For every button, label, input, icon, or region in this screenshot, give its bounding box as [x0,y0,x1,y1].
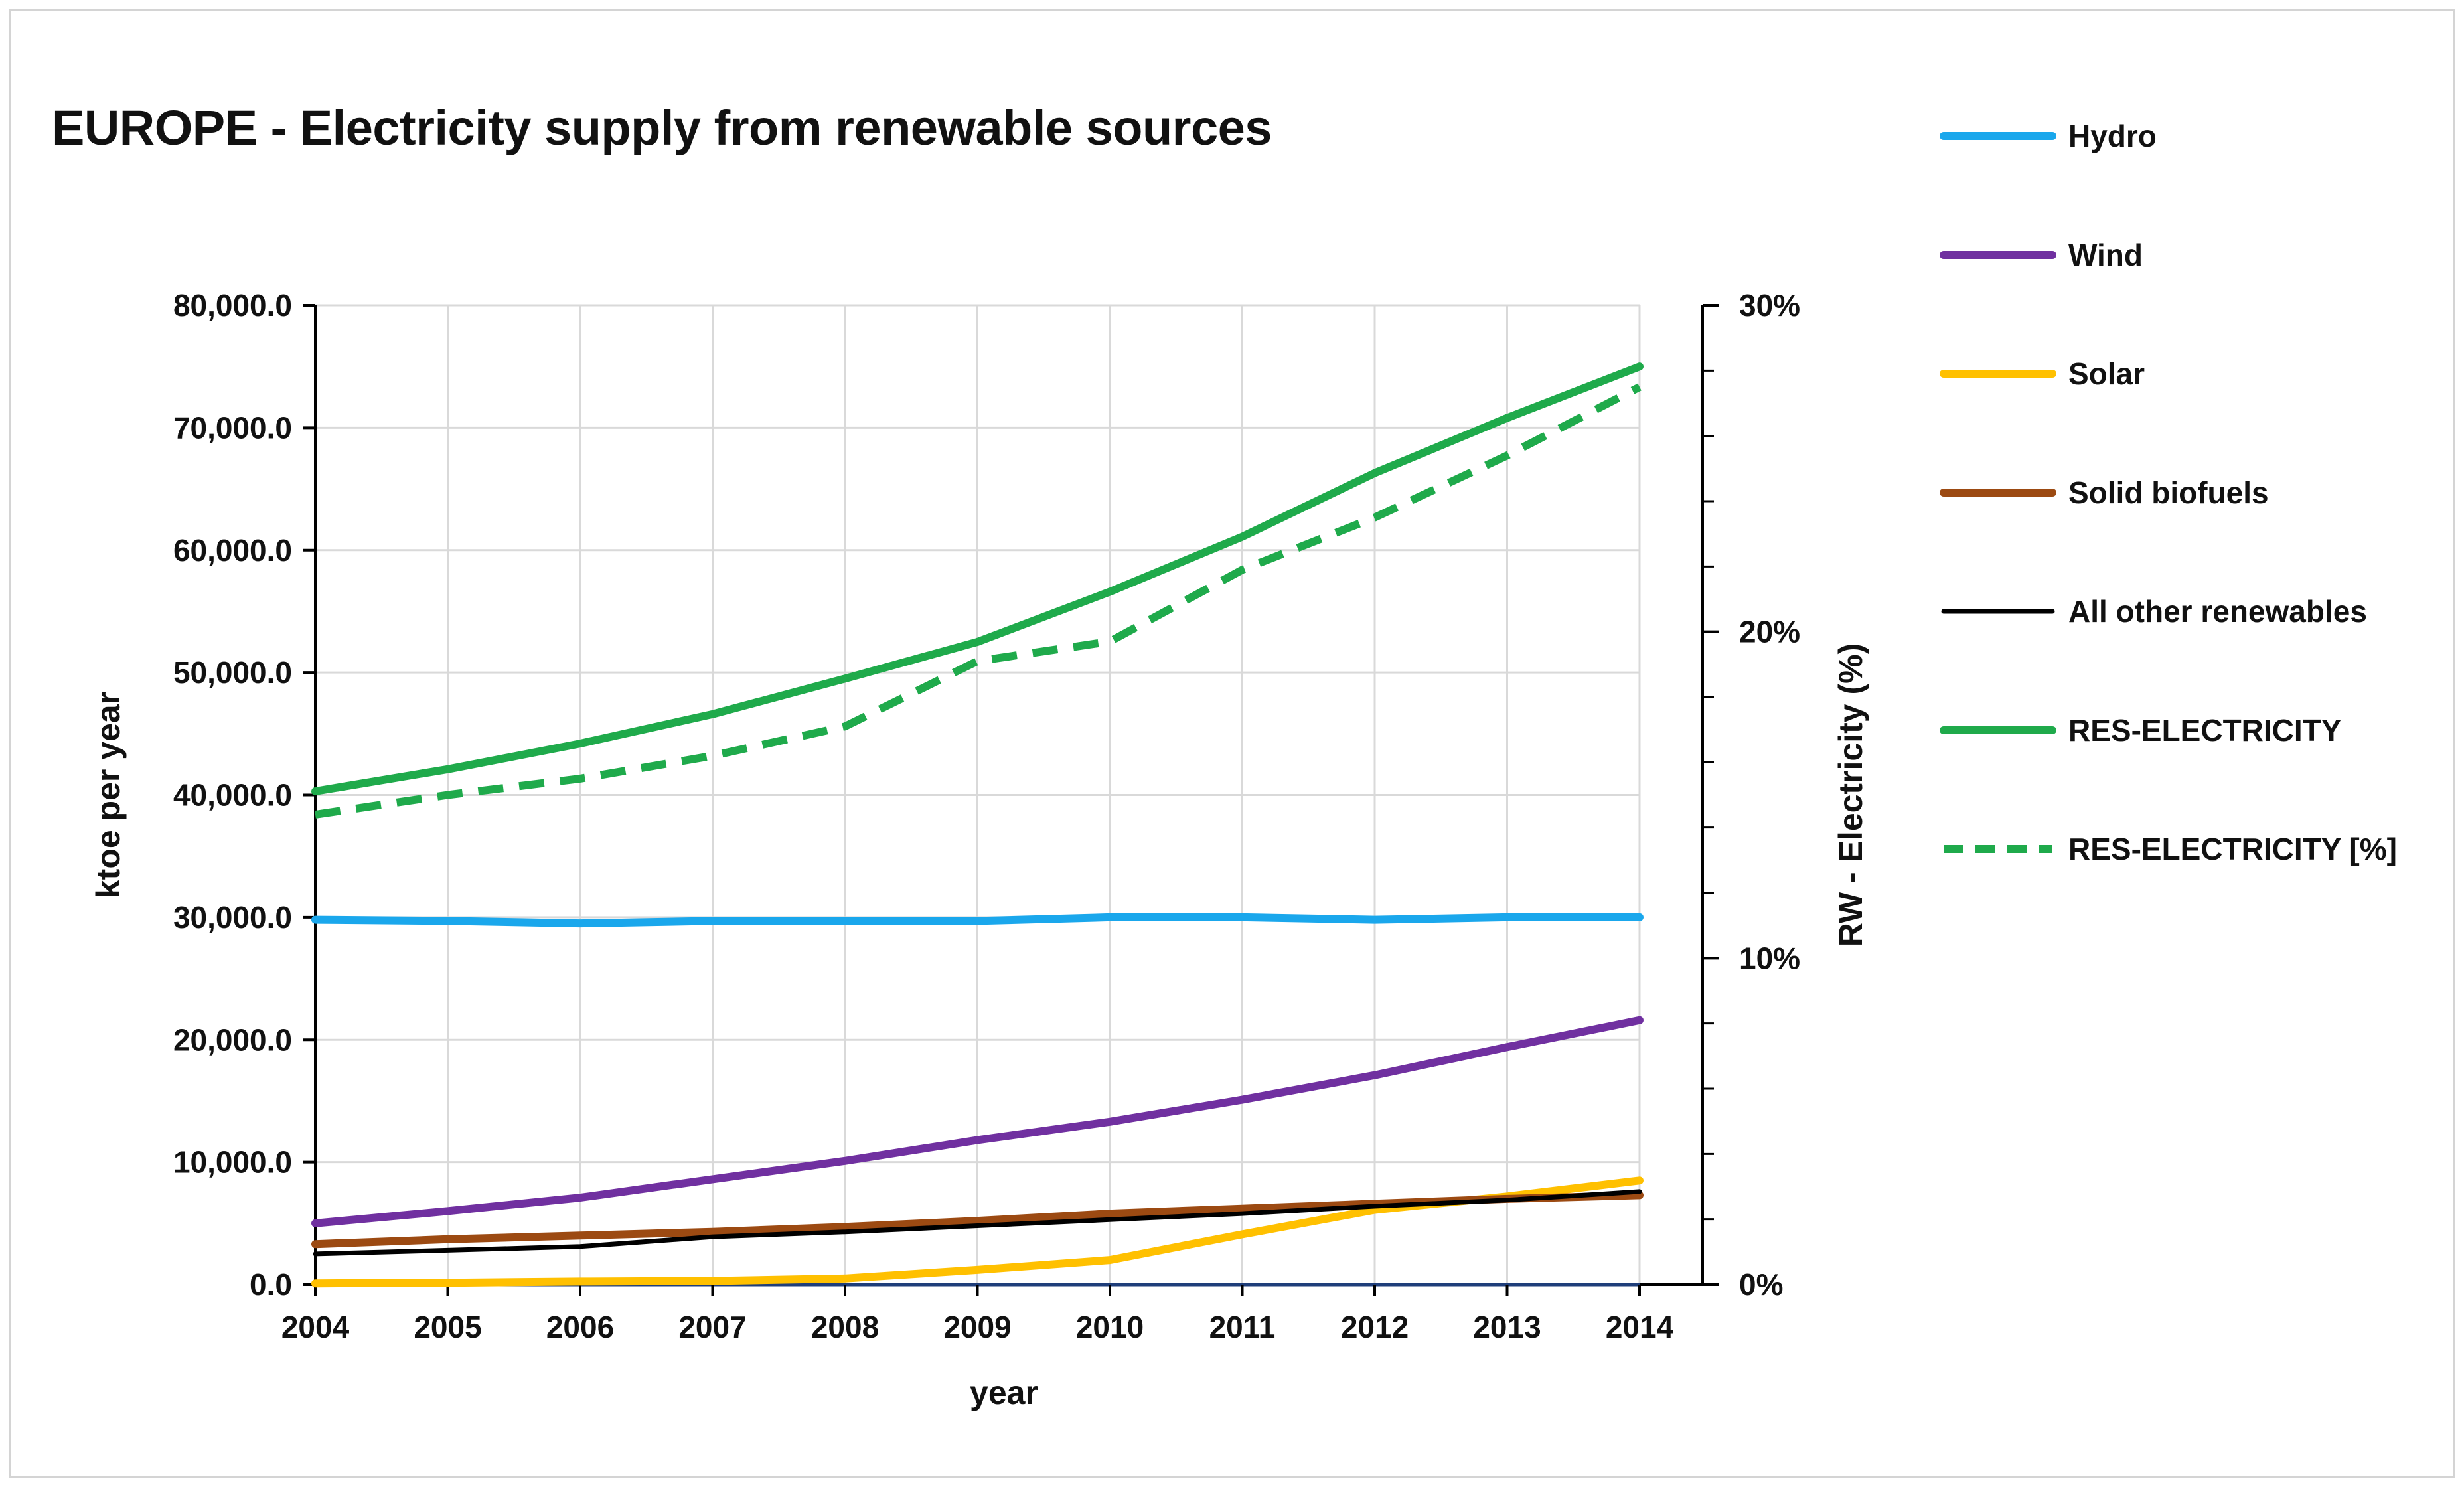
legend-swatch [1940,370,2056,378]
series-line-res-electricity [315,383,1642,819]
series-line-res-electricity [311,362,1644,795]
x-tick-label: 2006 [546,1310,614,1344]
x-tick-label: 2013 [1473,1310,1541,1344]
x-tick-label: 2011 [1209,1310,1276,1344]
legend-swatch [1941,609,2055,614]
legend-label: Wind [2068,238,2143,272]
y2-tick-label: 0% [1739,1267,1783,1302]
y-tick-label: 0.0 [250,1267,292,1302]
y-tick-label: 60,000.0 [173,533,292,568]
legend-item: Solar [1938,351,2145,397]
series-line-wind [311,1016,1644,1227]
x-axis-title: year [970,1374,1038,1411]
legend-item: Solid biofuels [1938,469,2269,516]
x-tick-label: 2009 [943,1310,1011,1344]
legend-swatch [1940,489,2056,497]
legend-swatch [1940,251,2056,259]
y-tick-label: 40,000.0 [173,778,292,813]
y-tick-label: 50,000.0 [173,655,292,690]
x-tick-label: 2008 [811,1310,879,1344]
legend-swatch [1944,845,2052,853]
y-tick-label: 80,000.0 [173,288,292,323]
x-tick-label: 2010 [1076,1310,1144,1344]
legend-item: All other renewables [1938,588,2367,635]
y-tick-label: 10,000.0 [173,1145,292,1180]
series-line-all-other-renewables [313,1189,1642,1257]
y2-tick-label: 10% [1739,941,1800,975]
legend-label: Hydro [2068,119,2157,153]
legend-item: Wind [1938,232,2143,278]
y-tick-label: 30,000.0 [173,900,292,935]
x-tick-label: 2012 [1341,1310,1409,1344]
y-tick-label: 70,000.0 [173,410,292,445]
y2-axis-title: RW - Electricity (%) [1832,643,1869,947]
y-axis-title: ktoe per year [90,692,127,898]
x-tick-label: 2007 [678,1310,746,1344]
legend-item: RES-ELECTRICITY [%] [1938,826,2397,872]
x-tick-label: 2004 [281,1310,350,1344]
chart-title: EUROPE - Electricity supply from renewab… [52,100,1272,155]
legend-item: Hydro [1938,113,2157,159]
legend-label: All other renewables [2068,594,2367,629]
y-tick-label: 20,000.0 [173,1022,292,1057]
y2-tick-label: 30% [1739,288,1800,323]
legend-label: Solid biofuels [2068,475,2269,510]
legend-label: Solar [2068,356,2145,391]
legend-label: RES-ELECTRICITY [%] [2068,832,2397,866]
legend-swatch [1940,726,2056,734]
legend-label: RES-ELECTRICITY [2068,713,2342,747]
series-line-hydro [311,913,1644,928]
x-tick-label: 2005 [414,1310,481,1344]
legend-item: RES-ELECTRICITY [1938,707,2341,753]
legend-swatch [1940,132,2056,140]
y2-tick-label: 20% [1739,615,1800,649]
x-tick-label: 2014 [1606,1310,1674,1344]
